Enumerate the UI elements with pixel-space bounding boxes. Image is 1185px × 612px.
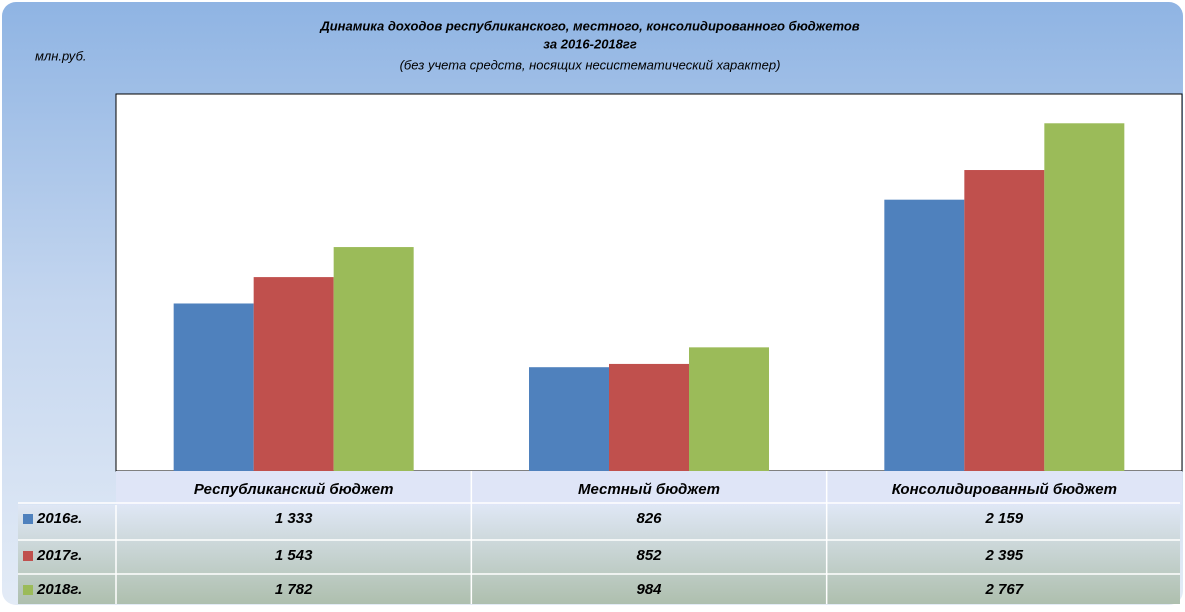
legend-label: 2017г. xyxy=(36,547,82,564)
data-label: 2 395 xyxy=(985,547,1024,564)
bar xyxy=(333,247,414,471)
bar xyxy=(173,303,254,471)
data-label: 1 543 xyxy=(275,547,313,564)
data-label: 2 159 xyxy=(985,510,1024,527)
bar xyxy=(609,363,689,471)
table-body xyxy=(18,505,1180,604)
x-tick-label: Консолидированный бюджет xyxy=(892,481,1117,498)
chart-subtitle: за 2016-2018гг xyxy=(543,36,637,51)
data-label: 984 xyxy=(636,581,662,598)
legend-label: 2018г. xyxy=(36,581,82,598)
bar xyxy=(529,367,609,471)
legend-swatch xyxy=(23,585,33,595)
legend-swatch xyxy=(23,514,33,524)
bar xyxy=(1044,123,1125,471)
data-label: 1 782 xyxy=(275,581,313,598)
legend-swatch xyxy=(23,551,33,561)
bar xyxy=(884,199,965,471)
bar xyxy=(253,277,334,471)
chart-title: Динамика доходов республиканского, местн… xyxy=(319,18,859,33)
chart-note: (без учета средств, носящих несистематич… xyxy=(400,57,781,72)
data-label: 2 767 xyxy=(985,581,1024,598)
y-axis-label: млн.руб. xyxy=(35,48,87,63)
x-tick-label: Республиканский бюджет xyxy=(194,481,394,498)
x-tick-label: Местный бюджет xyxy=(578,481,720,498)
data-label: 852 xyxy=(636,547,662,564)
data-label: 826 xyxy=(636,510,662,527)
bar xyxy=(964,170,1045,472)
table-header xyxy=(116,471,1182,505)
legend-label: 2016г. xyxy=(36,510,82,527)
bar xyxy=(689,347,769,471)
data-label: 1 333 xyxy=(275,510,313,527)
